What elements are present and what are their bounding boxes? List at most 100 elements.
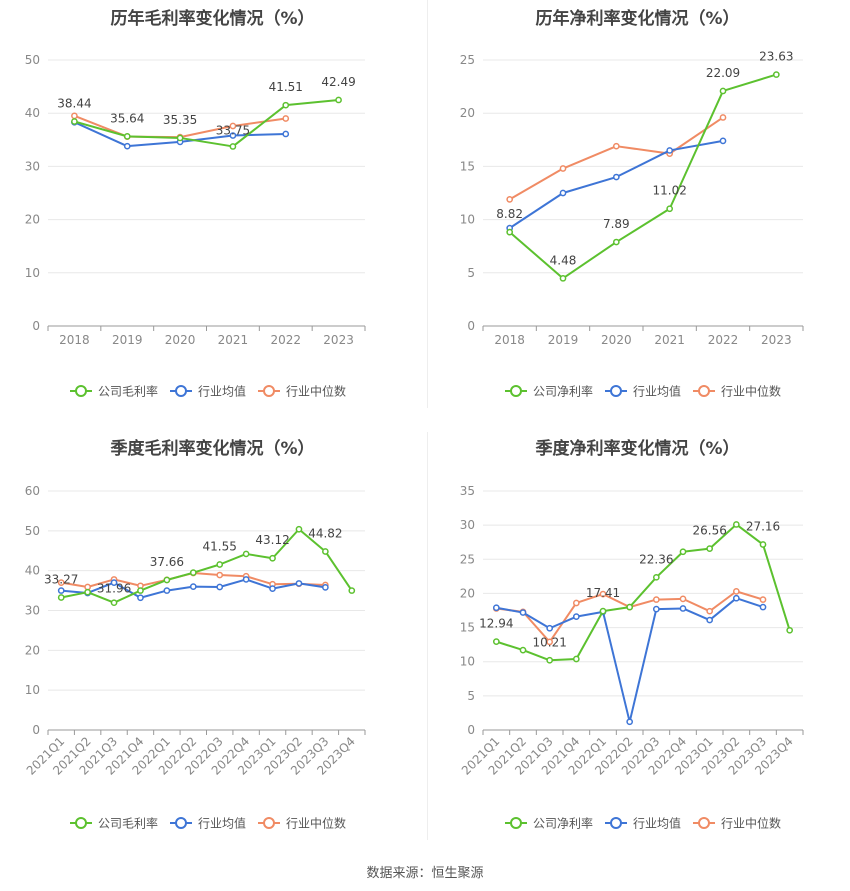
y-tick-label: 50 — [25, 524, 40, 538]
data-point — [123, 133, 131, 140]
legend-industry-median-label: 行业中位数 — [286, 816, 346, 831]
data-point — [57, 594, 65, 601]
data-point — [626, 603, 634, 611]
data-point — [599, 590, 607, 598]
legend-industry-average-label: 行业均值 — [633, 816, 681, 831]
x-tick-label: 2018 — [59, 333, 90, 347]
data-point — [759, 603, 767, 611]
annual-gross-margin-chart: 0 10 20 30 40 50 2018 2019 2020 2021 2022 2023 38.44… — [25, 53, 366, 399]
legend-industry-median-label: 行业中位数 — [721, 384, 781, 399]
data-point — [572, 613, 580, 620]
data-label: 22.36 — [639, 552, 673, 566]
data-label: 33.75 — [216, 123, 250, 137]
legend-industry-average-marker — [175, 817, 187, 829]
data-point — [679, 605, 687, 612]
data-point — [679, 595, 687, 603]
legend-company-label: 公司毛利率 — [98, 816, 158, 831]
data-point — [229, 122, 237, 130]
data-point — [519, 646, 527, 654]
y-tick-label: 30 — [25, 159, 40, 173]
x-tick-label: 2023 — [323, 333, 354, 347]
data-point — [559, 165, 567, 172]
legend-industry-median-label: 行业中位数 — [721, 816, 781, 831]
data-point — [71, 112, 78, 120]
legend-industry-average-marker — [175, 385, 187, 397]
data-point — [706, 616, 714, 624]
data-point — [269, 554, 276, 562]
data-label: 41.55 — [203, 539, 237, 553]
y-tick-label: 30 — [460, 518, 475, 532]
series-line — [509, 116, 724, 201]
data-point — [679, 548, 687, 556]
data-label: 38.44 — [57, 96, 91, 110]
x-tick-label: 2019 — [112, 333, 143, 347]
chart-panel-quarterly-net: 季度净利率变化情况（%） 0 5 10 15 20 25 30 35 2021Q1 2021Q2 2… — [425, 432, 850, 852]
data-label: 35.64 — [110, 111, 144, 125]
legend-industry-median-marker — [698, 817, 710, 829]
y-tick-label: 40 — [25, 106, 40, 120]
data-point — [612, 173, 620, 181]
data-point — [612, 142, 620, 150]
data-point — [732, 521, 740, 528]
x-tick-label: 2021 — [218, 333, 249, 347]
data-point — [652, 605, 660, 613]
legend-company-label: 公司毛利率 — [98, 384, 158, 399]
data-point — [546, 656, 554, 664]
annual-net-margin-chart: 0 5 10 15 20 25 2018 2019 2020 2021 2022 2023 8.82 4.… — [460, 50, 804, 399]
y-tick-label: 10 — [460, 655, 475, 669]
x-tick-label: 2023 — [761, 333, 792, 347]
legend-industry-average-label: 行业均值 — [633, 384, 681, 399]
y-tick-label: 10 — [25, 683, 40, 697]
legend-industry-average-label: 行业均值 — [198, 384, 246, 399]
data-point — [84, 583, 91, 591]
y-tick-label: 20 — [25, 643, 40, 657]
data-point — [189, 583, 197, 590]
data-point — [242, 550, 250, 558]
data-point — [229, 143, 237, 150]
legend-company-label: 公司净利率 — [533, 384, 593, 399]
series-line — [74, 98, 339, 148]
chart-panel-annual-gross: 历年毛利率变化情况（%） 0 10 20 30 40 50 2018 2019 2020 2021… — [0, 0, 425, 420]
legend-company-marker — [510, 817, 522, 829]
data-label: 12.94 — [479, 617, 513, 631]
y-tick-label: 25 — [460, 53, 475, 67]
y-tick-label: 40 — [25, 564, 40, 578]
y-tick-label: 30 — [25, 604, 40, 618]
legend-company-marker — [75, 385, 87, 397]
data-point — [282, 101, 290, 109]
data-label: 27.16 — [746, 520, 780, 534]
data-label: 35.35 — [163, 113, 197, 127]
data-point — [772, 71, 780, 78]
data-point — [546, 638, 554, 646]
y-tick-label: 50 — [25, 53, 40, 67]
data-point — [492, 604, 500, 612]
data-point — [216, 583, 224, 591]
quarterly-net-margin-chart: 051015202530352021Q12021Q22021Q32021Q420… — [459, 484, 804, 831]
x-tick-label: 2018 — [494, 333, 525, 347]
data-label: 42.49 — [321, 75, 355, 89]
data-point — [492, 638, 500, 645]
data-label: 11.02 — [652, 184, 686, 198]
data-label: 41.51 — [269, 80, 303, 94]
data-label: 37.66 — [150, 555, 184, 569]
legend-industry-median-marker — [698, 385, 710, 397]
chart-title: 季度净利率变化情况（%） — [535, 439, 740, 459]
data-point — [189, 569, 197, 577]
quarterly-gross-margin-chart: 01020304050602021Q12021Q22021Q32021Q4202… — [24, 484, 366, 831]
y-tick-label: 0 — [467, 723, 475, 737]
data-point — [506, 228, 514, 236]
legend-industry-median-marker — [263, 385, 275, 397]
series-line — [496, 597, 764, 723]
data-point — [123, 142, 131, 150]
y-tick-label: 10 — [460, 213, 475, 227]
data-point — [84, 588, 91, 596]
data-point — [546, 624, 554, 632]
legend-company-marker — [75, 817, 87, 829]
data-point — [666, 205, 674, 213]
legend-industry-average-marker — [610, 385, 622, 397]
y-tick-label: 20 — [460, 106, 475, 120]
data-point — [176, 134, 184, 142]
y-tick-label: 15 — [460, 621, 475, 635]
data-point — [759, 541, 767, 548]
data-point — [506, 196, 514, 203]
